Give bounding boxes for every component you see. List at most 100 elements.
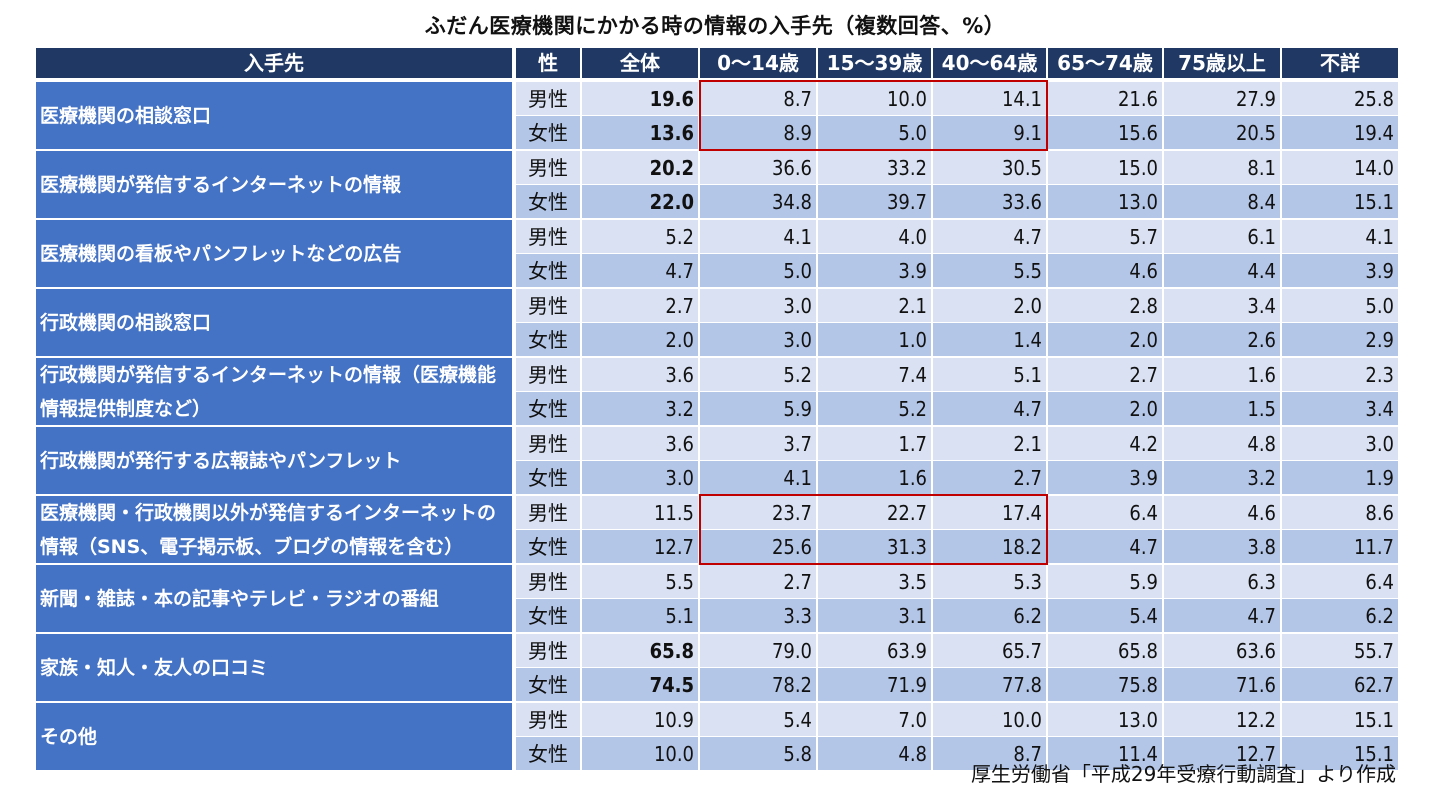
data-cell: 74.5 — [582, 668, 698, 701]
data-cell: 12.7 — [1164, 737, 1280, 770]
data-cell: 22.7 — [818, 496, 931, 529]
sex-label: 男性 — [516, 634, 580, 667]
data-cell: 65.8 — [582, 634, 698, 667]
data-cell: 8.9 — [700, 116, 816, 149]
data-cell: 5.5 — [933, 254, 1046, 287]
data-cell: 36.6 — [700, 151, 816, 184]
data-cell: 8.7 — [700, 82, 816, 115]
data-cell: 21.6 — [1048, 82, 1162, 115]
data-cell: 10.9 — [582, 703, 698, 736]
data-cell: 6.3 — [1164, 565, 1280, 598]
data-cell: 62.7 — [1282, 668, 1398, 701]
sex-label: 男性 — [516, 358, 580, 391]
data-cell: 15.1 — [1282, 185, 1398, 218]
data-cell: 8.7 — [933, 737, 1046, 770]
row-label: 医療機関が発信するインターネットの情報 — [36, 151, 512, 218]
data-cell: 13.0 — [1048, 703, 1162, 736]
data-cell: 20.2 — [582, 151, 698, 184]
column-header: 入手先 — [36, 48, 512, 78]
data-cell: 6.2 — [1282, 599, 1398, 632]
data-cell: 14.0 — [1282, 151, 1398, 184]
sex-label: 女性 — [516, 116, 580, 149]
data-cell: 13.6 — [582, 116, 698, 149]
data-cell: 20.5 — [1164, 116, 1280, 149]
row-label: 行政機関が発信するインターネットの情報（医療機能情報提供制度など） — [36, 358, 512, 425]
column-header: 15～39歳 — [818, 48, 931, 78]
data-cell: 18.2 — [933, 530, 1046, 563]
data-cell: 8.4 — [1164, 185, 1280, 218]
sex-label: 女性 — [516, 599, 580, 632]
row-label: 医療機関の相談窓口 — [36, 82, 512, 149]
data-cell: 9.1 — [933, 116, 1046, 149]
data-cell: 4.7 — [933, 392, 1046, 425]
data-cell: 8.6 — [1282, 496, 1398, 529]
data-cell: 3.9 — [818, 254, 931, 287]
data-cell: 3.0 — [582, 461, 698, 494]
data-cell: 8.1 — [1164, 151, 1280, 184]
data-cell: 2.7 — [700, 565, 816, 598]
data-cell: 4.1 — [700, 220, 816, 253]
data-cell: 5.0 — [1282, 289, 1398, 322]
data-cell: 2.0 — [933, 289, 1046, 322]
data-cell: 63.9 — [818, 634, 931, 667]
data-cell: 7.4 — [818, 358, 931, 391]
column-header: 性 — [516, 48, 580, 78]
data-cell: 12.7 — [582, 530, 698, 563]
column-header: 0～14歳 — [700, 48, 816, 78]
data-cell: 11.4 — [1048, 737, 1162, 770]
data-cell: 2.0 — [582, 323, 698, 356]
column-header: 不詳 — [1282, 48, 1398, 78]
data-cell: 6.2 — [933, 599, 1046, 632]
data-cell: 5.9 — [1048, 565, 1162, 598]
data-cell: 6.1 — [1164, 220, 1280, 253]
data-cell: 5.4 — [700, 703, 816, 736]
data-cell: 3.8 — [1164, 530, 1280, 563]
data-cell: 2.7 — [582, 289, 698, 322]
data-cell: 3.4 — [1164, 289, 1280, 322]
sex-label: 女性 — [516, 254, 580, 287]
data-cell: 33.2 — [818, 151, 931, 184]
data-cell: 3.6 — [582, 427, 698, 460]
data-cell: 65.8 — [1048, 634, 1162, 667]
data-cell: 2.1 — [933, 427, 1046, 460]
data-cell: 3.4 — [1282, 392, 1398, 425]
data-cell: 4.2 — [1048, 427, 1162, 460]
data-cell: 5.3 — [933, 565, 1046, 598]
data-cell: 31.3 — [818, 530, 931, 563]
data-cell: 25.8 — [1282, 82, 1398, 115]
data-cell: 5.9 — [700, 392, 816, 425]
data-cell: 34.8 — [700, 185, 816, 218]
data-cell: 3.7 — [700, 427, 816, 460]
data-cell: 22.0 — [582, 185, 698, 218]
data-cell: 30.5 — [933, 151, 1046, 184]
data-cell: 55.7 — [1282, 634, 1398, 667]
data-cell: 2.0 — [1048, 392, 1162, 425]
data-cell: 5.2 — [582, 220, 698, 253]
sex-label: 女性 — [516, 392, 580, 425]
data-cell: 5.2 — [700, 358, 816, 391]
data-cell: 19.6 — [582, 82, 698, 115]
sex-label: 男性 — [516, 289, 580, 322]
sex-label: 男性 — [516, 82, 580, 115]
data-cell: 11.7 — [1282, 530, 1398, 563]
data-cell: 77.8 — [933, 668, 1046, 701]
row-label: 新聞・雑誌・本の記事やテレビ・ラジオの番組 — [36, 565, 512, 632]
data-cell: 4.6 — [1048, 254, 1162, 287]
row-label: 医療機関・行政機関以外が発信するインターネットの情報（SNS、電子掲示板、ブログ… — [36, 496, 512, 563]
sex-label: 女性 — [516, 668, 580, 701]
data-cell: 1.9 — [1282, 461, 1398, 494]
data-cell: 4.7 — [1048, 530, 1162, 563]
data-cell: 4.7 — [582, 254, 698, 287]
data-cell: 5.8 — [700, 737, 816, 770]
sex-label: 女性 — [516, 461, 580, 494]
sex-label: 男性 — [516, 220, 580, 253]
data-cell: 3.0 — [1282, 427, 1398, 460]
data-cell: 2.0 — [1048, 323, 1162, 356]
column-header: 40～64歳 — [933, 48, 1046, 78]
data-cell: 6.4 — [1048, 496, 1162, 529]
sex-label: 男性 — [516, 151, 580, 184]
data-cell: 15.1 — [1282, 737, 1398, 770]
source-note: 厚生労働省「平成29年受療行動調査」より作成 — [970, 762, 1396, 786]
data-cell: 15.1 — [1282, 703, 1398, 736]
data-cell: 4.8 — [818, 737, 931, 770]
